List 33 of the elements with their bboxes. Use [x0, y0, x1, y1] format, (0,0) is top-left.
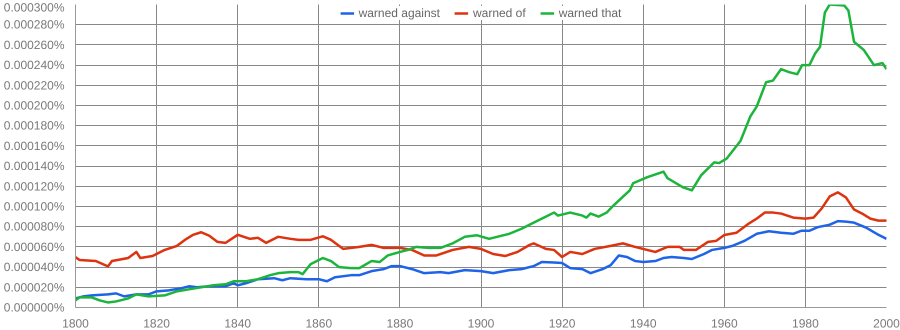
- x-tick-label: 1940: [630, 316, 657, 330]
- y-tick-label: 0.000100%: [4, 200, 65, 214]
- y-tick-label: 0.000260%: [4, 38, 65, 52]
- x-tick-label: 1920: [548, 316, 576, 330]
- y-tick-label: 0.000080%: [4, 220, 65, 234]
- legend-label: warned against: [358, 6, 440, 20]
- y-tick-label: 0.000300%: [4, 0, 65, 14]
- line-series: [76, 4, 886, 304]
- y-tick-label: 0.000120%: [4, 179, 65, 194]
- y-tick-label: 0.000280%: [4, 18, 65, 32]
- x-tick-label: 1860: [305, 316, 332, 330]
- x-tick-label: 1960: [710, 316, 738, 330]
- y-tick-label: 0.000200%: [4, 98, 65, 112]
- x-tick-label: 1900: [468, 316, 495, 330]
- y-tick-label: 0.000000%: [4, 300, 65, 314]
- legend-label: warned that: [558, 6, 622, 20]
- y-tick-label: 0.000060%: [4, 240, 65, 254]
- x-tick-label: 1820: [143, 316, 170, 330]
- y-tick-label: 0.000180%: [4, 118, 65, 133]
- y-tick-label: 0.000160%: [4, 138, 65, 153]
- x-tick-label: 1980: [792, 316, 820, 330]
- x-tick-label: 1880: [386, 316, 414, 330]
- y-tick-label: 0.000020%: [4, 280, 65, 294]
- y-tick-label: 0.000040%: [4, 260, 65, 274]
- y-tick-label: 0.000140%: [4, 159, 65, 174]
- y-tick-label: 0.000240%: [4, 58, 65, 72]
- x-tick-label: 1840: [224, 316, 252, 330]
- x-tick-label: 2000: [873, 316, 900, 330]
- legend-label: warned of: [472, 6, 526, 20]
- line-series: [76, 220, 886, 300]
- y-tick-label: 0.000220%: [4, 78, 65, 92]
- x-tick-label: 1800: [62, 316, 90, 330]
- line-series: [76, 191, 886, 268]
